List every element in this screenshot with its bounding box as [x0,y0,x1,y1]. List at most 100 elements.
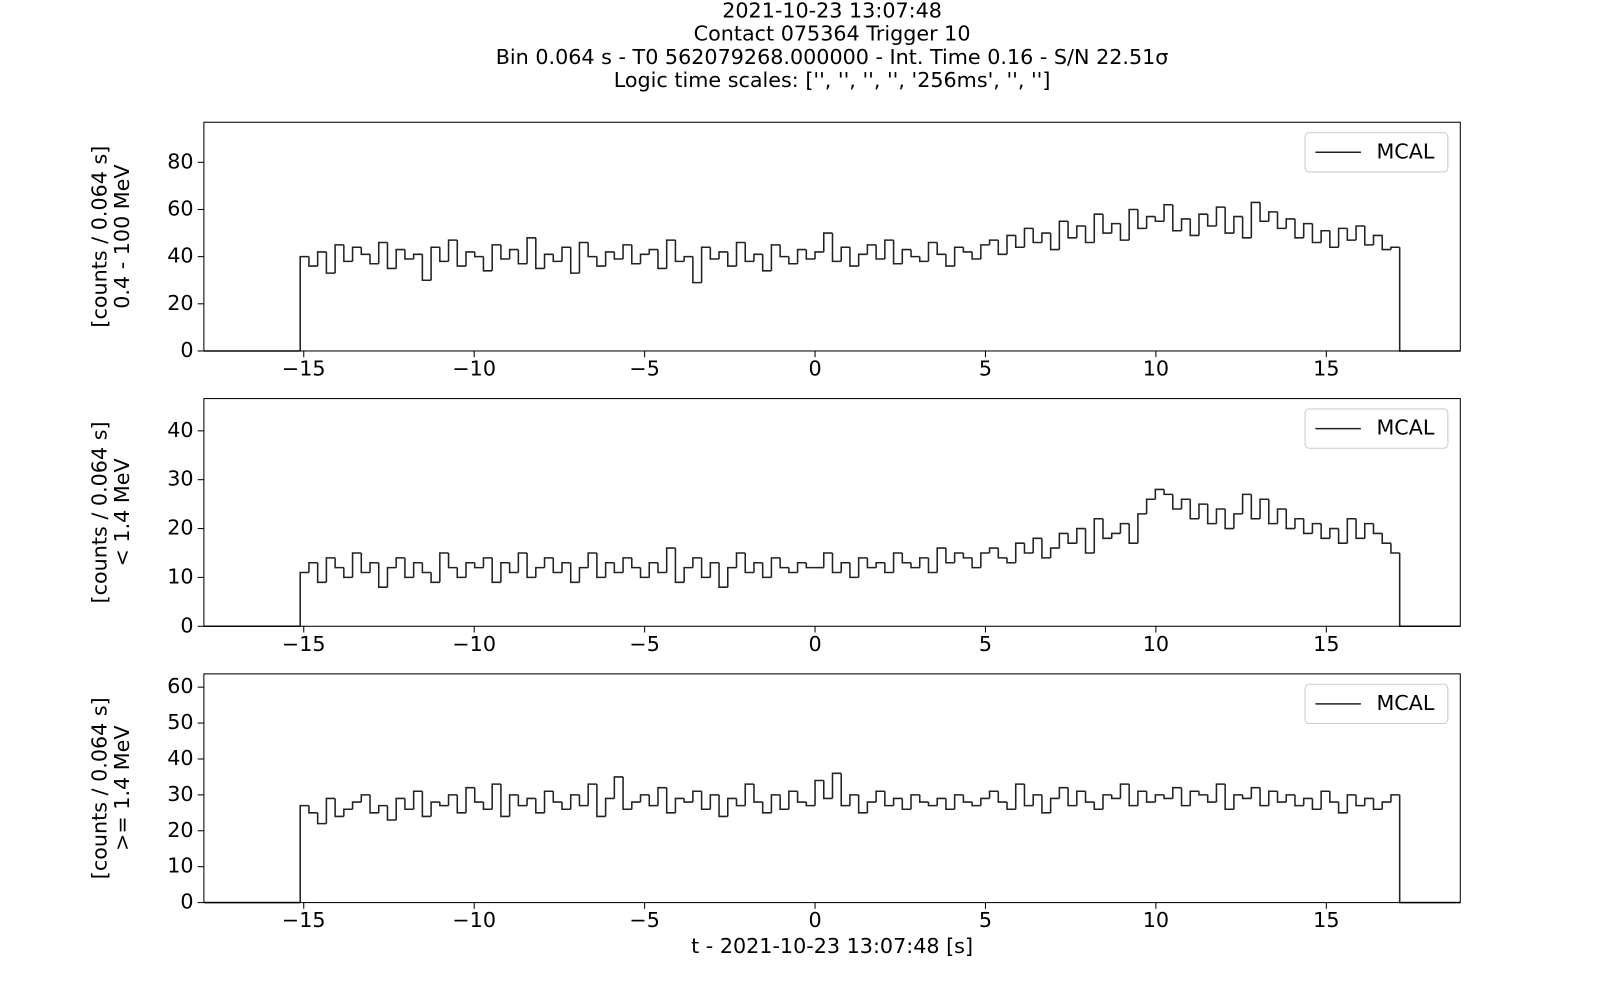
histogram-step [971,557,981,569]
histogram-step [770,557,781,578]
histogram-step [1390,246,1400,250]
histogram-step [369,561,379,573]
histogram-step [735,798,746,807]
y-tick-label: 80 [167,149,193,173]
histogram-step [910,249,920,258]
histogram-step [1032,794,1042,806]
histogram-step [779,557,789,569]
x-tick-label: 15 [1313,357,1339,381]
histogram-step [918,557,929,568]
histogram-step [1276,508,1287,524]
histogram-step [1320,523,1330,540]
histogram-step [500,561,510,583]
histogram-step [665,239,676,269]
x-axis-label: t - 2021-10-23 13:07:48 [s] [691,934,973,958]
y-axis-label: [counts / 0.064 s] [87,421,111,603]
histogram-step [674,797,685,813]
histogram-step [849,247,859,267]
histogram-step [631,557,641,569]
x-tick-label: −10 [452,632,496,656]
histogram-step [430,801,440,817]
histogram-step [604,251,615,267]
histogram-step [1014,542,1025,563]
y-axis-label: 0.4 - 100 MeV [110,164,134,308]
histogram-step [735,241,746,267]
histogram-step [421,562,432,574]
histogram-step [1337,802,1348,814]
histogram-step [1311,223,1322,244]
histogram-step [377,804,388,813]
histogram-step [1337,227,1348,248]
histogram-step [1067,787,1077,807]
histogram-step [1215,206,1226,226]
histogram-step [1206,504,1217,525]
histogram-step [1172,494,1182,510]
histogram-step [1337,528,1348,544]
histogram-step [1093,802,1103,811]
histogram-step [822,552,833,568]
histogram-step [1058,532,1069,549]
histogram-step [1198,503,1208,519]
histogram-step [596,256,606,267]
histogram-step [1329,791,1339,803]
histogram-step [988,239,999,245]
histogram-step [1084,528,1095,554]
x-tick-label: −15 [282,908,326,932]
histogram-step [1119,522,1130,534]
histogram-step [718,562,728,588]
histogram-step [622,557,632,573]
histogram-step [1023,543,1034,554]
histogram-step [456,794,467,814]
histogram-step [465,251,475,267]
histogram-step [517,794,528,807]
y-tick-label: 0 [180,338,193,362]
histogram-step [1250,786,1261,799]
histogram-step [1259,202,1269,223]
histogram-step [325,251,336,274]
histogram-step [613,562,624,574]
histogram-step [945,798,955,811]
histogram-step [639,253,650,264]
histogram-step [1041,232,1051,243]
histogram-step [665,547,676,573]
y-tick-label: 40 [167,244,193,268]
histogram-step [674,240,685,263]
histogram-step [386,242,397,270]
histogram-step [569,247,580,274]
y-tick-label: 40 [167,418,193,442]
histogram-step [980,797,990,806]
histogram-step [1006,557,1016,564]
histogram-step [1032,228,1042,244]
histogram-step [1224,784,1234,811]
histogram-step [543,790,554,813]
histogram-step [316,812,327,825]
histogram-step [866,557,877,569]
x-tick-label: −10 [452,357,496,381]
histogram-step [569,794,580,810]
histogram-step [1285,218,1295,229]
histogram-step [1259,787,1269,807]
histogram-step [866,801,877,813]
histogram-step [1390,543,1400,554]
histogram-step [718,251,728,260]
histogram-step [1023,784,1034,807]
histogram-step [552,557,562,574]
histogram-step [1041,538,1051,559]
histogram-step [1215,508,1226,524]
histogram-step [535,798,545,814]
histogram-step [997,240,1008,256]
histogram-step [517,249,528,265]
histogram-step [360,247,371,256]
histogram-step [360,794,371,803]
histogram-step [1241,216,1252,239]
histogram-step [1067,533,1077,544]
histogram-step [727,566,737,588]
histogram-step [1198,791,1208,796]
histogram-step [1294,517,1304,529]
histogram-step [1119,223,1130,241]
histogram-step [508,562,519,574]
histogram-step [1329,230,1339,248]
histogram-step [421,791,432,818]
y-axis-label: < 1.4 MeV [110,458,134,566]
